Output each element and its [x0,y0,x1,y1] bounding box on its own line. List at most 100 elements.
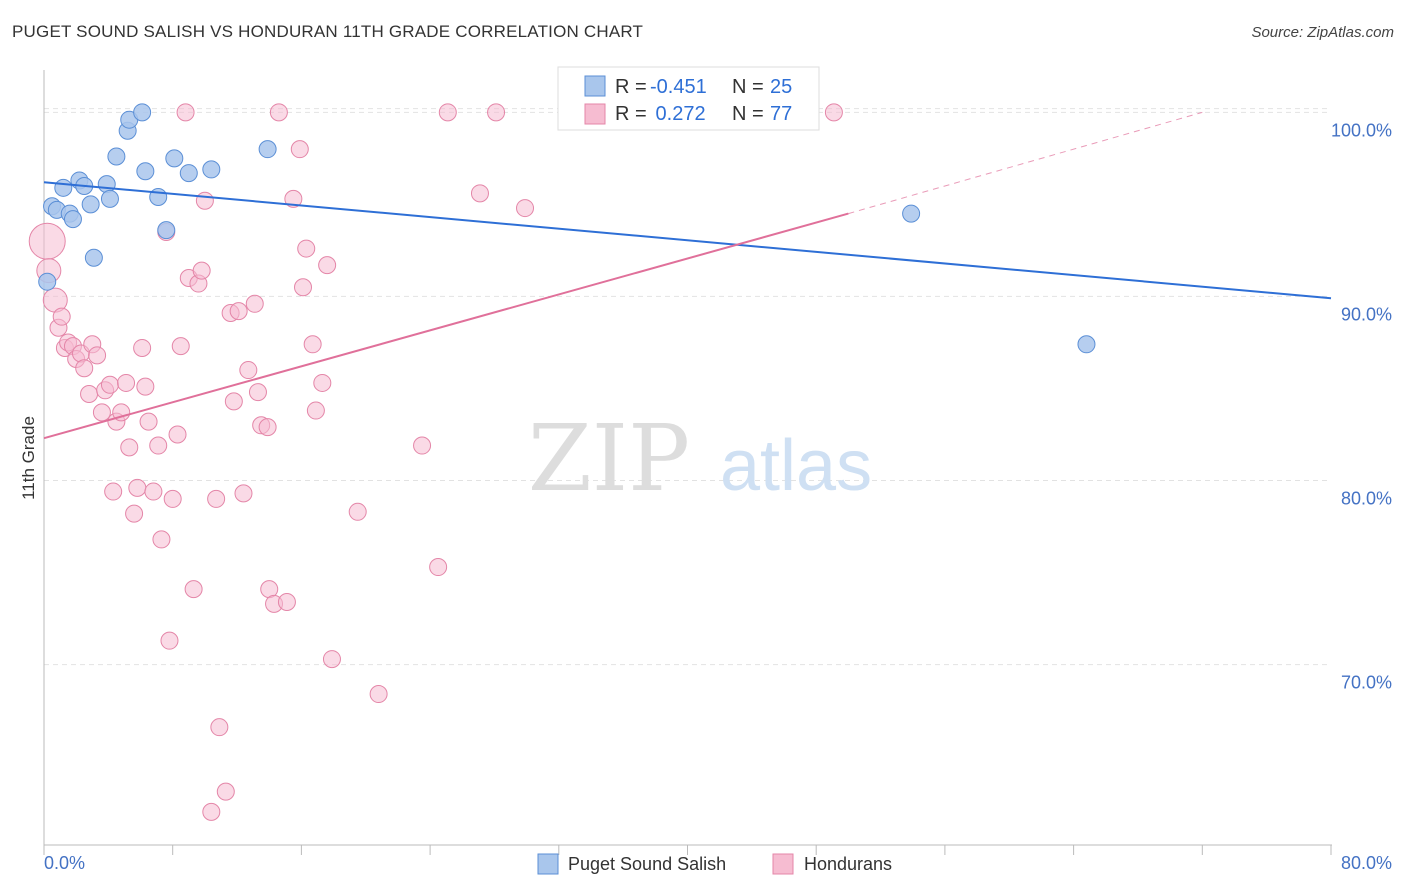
puget-sound-salish-point [157,221,176,240]
hondurans-point [245,294,264,313]
hondurans-point [52,307,71,326]
puget-sound-salish-point [84,248,103,267]
legend-n-label-blue: N = [732,76,764,98]
hondurans-point [294,278,313,297]
hondurans-point [248,383,267,402]
hondurans-point [100,375,119,394]
hondurans-point [438,103,457,122]
trend-line-hondurans [43,212,849,440]
hondurans-point [290,140,309,159]
y-tick-labels: 70.0% 80.0% 90.0% 100.0% [1331,120,1392,692]
hondurans-point [318,256,337,275]
legend-label-puget: Puget Sound Salish [568,854,726,874]
puget-sound-salish-point [1077,335,1096,354]
legend-n-label-pink: N = [732,103,764,125]
trend-line-puget-sound-salish [43,181,1332,300]
hondurans-point [429,558,448,577]
hondurans-point [369,685,388,704]
puget-sound-salish-point [258,140,277,159]
hondurans-point [163,489,182,508]
legend-swatch-pink [584,103,606,125]
x-ticks [43,845,1332,855]
hondurans-point [75,359,94,378]
hondurans-point [470,184,489,203]
puget-sound-salish-point [136,162,155,181]
hondurans-point [128,478,147,497]
puget-sound-salish-point [179,164,198,183]
hondurans-point [28,222,66,260]
hondurans-point [152,530,171,549]
hondurans-point [348,502,367,521]
puget-sound-salish-point [202,160,221,179]
hondurans-point [824,103,843,122]
hondurans-point [207,489,226,508]
y-axis-title: 11th Grade [19,416,38,500]
trend-lines [43,111,1332,440]
legend-swatch-puget [537,853,559,875]
hondurans-point [192,261,211,280]
y-tick-label-80: 80.0% [1341,489,1392,509]
legend-r-label-blue: R = [615,76,647,98]
hondurans-point [516,199,535,218]
hondurans-point [136,377,155,396]
hondurans-point [413,436,432,455]
correlation-legend: R = -0.451 N = 25 R = 0.272 N = 77 [557,66,820,131]
hondurans-point [92,403,111,422]
chart-title: PUGET SOUND SALISH VS HONDURAN 11TH GRAD… [12,22,644,41]
hondurans-point [176,103,195,122]
legend-r-label-pink: R = [615,103,647,125]
hondurans-point [112,403,131,422]
hondurans-point [239,361,258,380]
puget-sound-salish-point [63,210,82,229]
legend-r-value-blue: -0.451 [650,76,707,98]
hondurans-point [277,593,296,612]
legend-swatch-hondurans [772,853,794,875]
legend-swatch-blue [584,75,606,97]
hondurans-point [229,302,248,321]
legend-label-hondurans: Hondurans [804,854,892,874]
hondurans-point [224,392,243,411]
legend-n-value-pink: 77 [770,103,792,125]
hondurans-point [125,504,144,523]
hondurans-point [487,103,506,122]
hondurans-point [234,484,253,503]
hondurans-point [195,191,214,210]
hondurans-point [216,782,235,801]
hondurans-point [184,580,203,599]
hondurans-point [269,103,288,122]
hondurans-point [313,373,332,392]
puget-sound-salish-point [54,178,73,197]
y-tick-label-90: 90.0% [1341,304,1392,324]
hondurans-point [144,482,163,501]
x-tick-label-max: 80.0% [1341,853,1392,873]
trend-line-hondurans-extension [848,111,1203,215]
legend-n-value-blue: 25 [770,76,792,98]
gridlines [44,108,1331,666]
puget-sound-salish-point [81,195,100,214]
hondurans-point [306,401,325,420]
hondurans-point [139,412,158,431]
hondurans-point [210,718,229,737]
hondurans-point [133,338,152,357]
puget-sound-salish-point [38,272,57,291]
chart-source: Source: ZipAtlas.com [1251,24,1394,41]
hondurans-point [120,438,139,457]
hondurans-point [88,346,107,365]
watermark-zip: ZIP [528,405,690,512]
hondurans-point [149,436,168,455]
hondurans-point [202,802,221,821]
x-tick-label-min: 0.0% [44,853,85,873]
hondurans-point [171,337,190,356]
hondurans-point [297,239,316,258]
series-legend: Puget Sound Salish Hondurans [537,853,892,875]
hondurans-point [322,650,341,669]
hondurans-point [303,335,322,354]
hondurans-point [284,189,303,208]
hondurans-point [104,482,123,501]
hondurans-point [160,631,179,650]
y-tick-label-70: 70.0% [1341,673,1392,693]
puget-sound-salish-points [38,103,1096,354]
hondurans-point [117,373,136,392]
watermark-atlas: atlas [720,426,872,506]
